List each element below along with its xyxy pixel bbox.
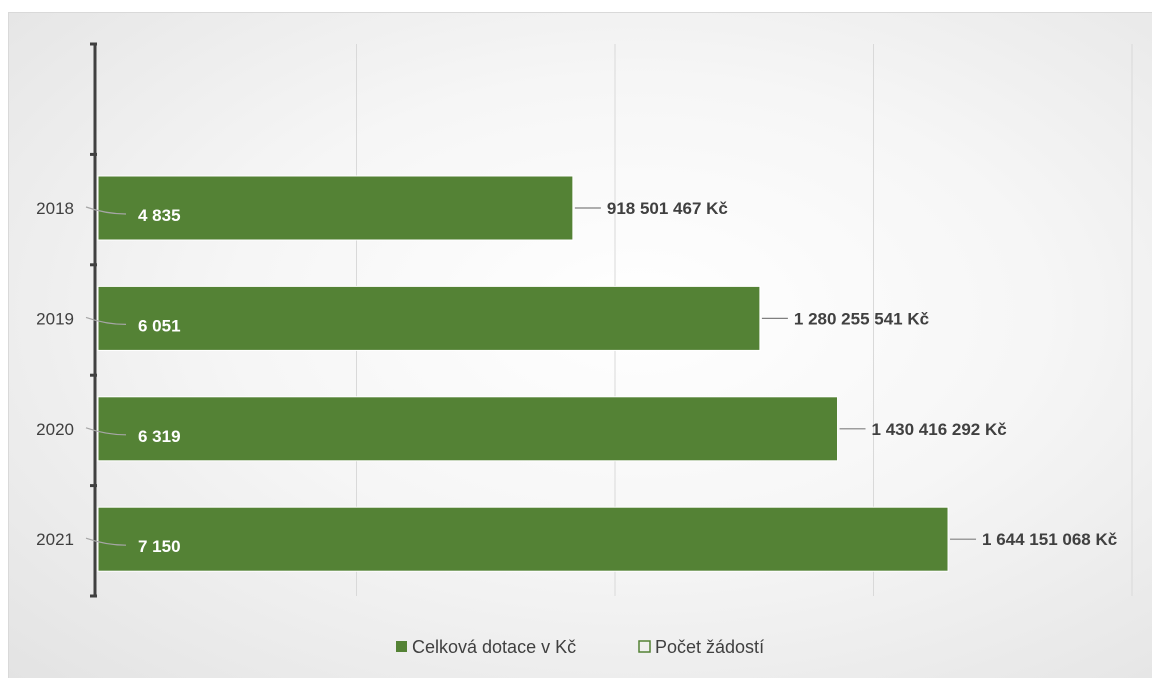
category-label: 2021: [36, 530, 74, 549]
bar: [97, 285, 761, 351]
legend-label-pocet-zadosti: Počet žádostí: [655, 637, 764, 657]
bar: [97, 175, 574, 241]
category-label: 2020: [36, 420, 74, 439]
category-label: 2019: [36, 309, 74, 328]
bar: [97, 506, 949, 572]
data-label-amount: 1 430 416 292 Kč: [872, 420, 1007, 439]
leader-line: [85, 537, 127, 546]
leader-line: [85, 316, 127, 325]
leader-line: [85, 206, 127, 215]
data-label-count: 7 150: [138, 537, 181, 556]
data-label-amount: 1 280 255 541 Kč: [794, 309, 929, 328]
legend-label-celkova-dotace: Celková dotace v Kč: [412, 637, 576, 657]
legend-swatch-pocet-zadosti: [638, 640, 651, 653]
bar: [97, 396, 839, 462]
leader-line: [85, 427, 127, 436]
data-label-count: 4 835: [138, 206, 181, 225]
data-label-amount: 918 501 467 Kč: [607, 199, 728, 218]
data-label-amount: 1 644 151 068 Kč: [982, 530, 1117, 549]
legend-swatch-celkova-dotace: [396, 641, 407, 652]
data-label-count: 6 319: [138, 427, 181, 446]
data-label-count: 6 051: [138, 316, 181, 335]
category-label: 2018: [36, 199, 74, 218]
legend: Celková dotace v Kč Počet žádostí: [396, 637, 764, 657]
data-labels: 4 835 918 501 467 Kč 6 051 1 280 255 541 Kč…: [85, 199, 1117, 556]
category-axis: 2018 2019 2020 2021: [36, 42, 97, 598]
bars: [97, 175, 949, 572]
